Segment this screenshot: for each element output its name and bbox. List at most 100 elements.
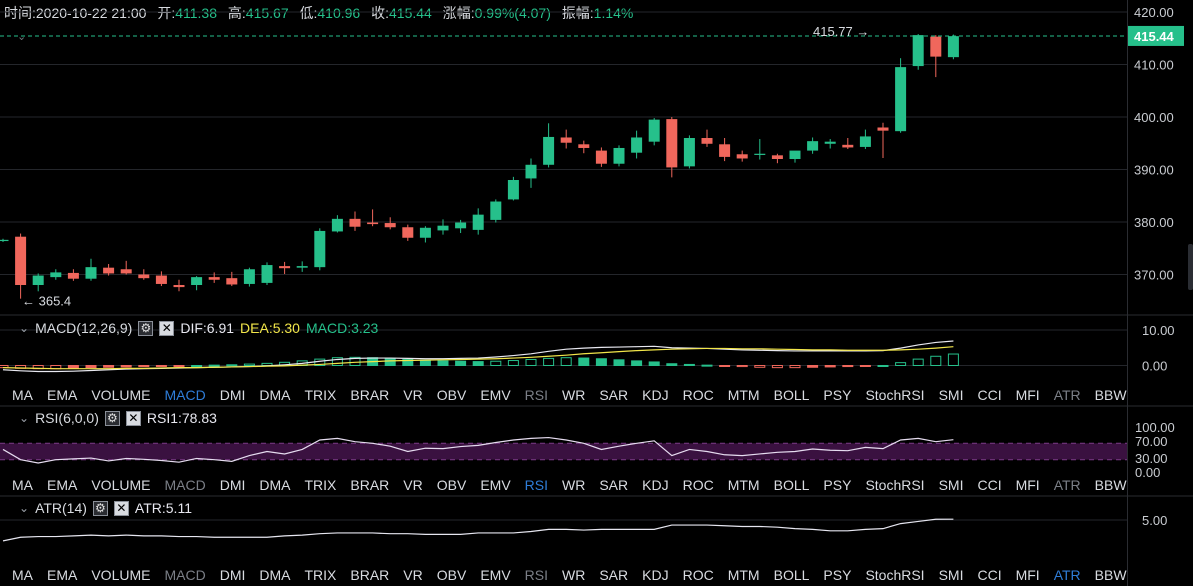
tab-stochrsi[interactable]: StochRSI — [865, 387, 925, 403]
tab-psy[interactable]: PSY — [823, 387, 852, 403]
tab-ema[interactable]: EMA — [47, 477, 78, 493]
tab-macd[interactable]: MACD — [164, 477, 206, 493]
tab-sar[interactable]: SAR — [599, 477, 629, 493]
tab-atr[interactable]: ATR — [1053, 567, 1081, 583]
tab-dmi[interactable]: DMI — [219, 387, 246, 403]
macd-settings-gear-icon[interactable]: ⚙ — [138, 320, 154, 336]
tab-bbw[interactable]: BBW — [1094, 477, 1127, 493]
tab-bbw[interactable]: BBW — [1094, 567, 1127, 583]
tab-stochrsi[interactable]: StochRSI — [865, 567, 925, 583]
tab-bbw[interactable]: BBW — [1094, 387, 1127, 403]
tab-smi[interactable]: SMI — [938, 477, 964, 493]
tab-trix[interactable]: TRIX — [304, 567, 337, 583]
tab-vr[interactable]: VR — [403, 567, 423, 583]
tab-sar[interactable]: SAR — [599, 387, 629, 403]
candle-body — [560, 137, 572, 143]
tab-dmi[interactable]: DMI — [219, 567, 246, 583]
tab-roc[interactable]: ROC — [682, 387, 714, 403]
tab-mfi[interactable]: MFI — [1015, 567, 1040, 583]
price-panel[interactable]: 415.77 → ← 365.4 ⌄ — [0, 24, 1127, 309]
tab-brar[interactable]: BRAR — [350, 477, 390, 493]
tab-cci[interactable]: CCI — [977, 387, 1002, 403]
indicator-tabs-2: MA EMA VOLUME MACD DMI DMA TRIX BRAR VR OBV EMV RSI… — [0, 474, 1127, 496]
tab-brar[interactable]: BRAR — [350, 387, 390, 403]
tab-dma[interactable]: DMA — [259, 567, 291, 583]
tab-obv[interactable]: OBV — [436, 477, 467, 493]
tab-sar[interactable]: SAR — [599, 567, 629, 583]
macd-bar — [472, 361, 484, 367]
tab-volume[interactable]: VOLUME — [91, 567, 151, 583]
tab-emv[interactable]: EMV — [480, 567, 511, 583]
tab-cci[interactable]: CCI — [977, 567, 1002, 583]
macd-bar — [754, 365, 766, 368]
tab-ma[interactable]: MA — [12, 387, 33, 403]
candle-body — [947, 36, 959, 58]
macd-close-icon[interactable]: ✕ — [159, 320, 175, 336]
tab-boll[interactable]: BOLL — [773, 387, 810, 403]
tab-ma[interactable]: MA — [12, 477, 33, 493]
tab-trix[interactable]: TRIX — [304, 387, 337, 403]
tab-atr[interactable]: ATR — [1053, 477, 1081, 493]
tab-psy[interactable]: PSY — [823, 567, 852, 583]
tab-wr[interactable]: WR — [562, 477, 586, 493]
macd-macd-value: MACD:3.23 — [305, 320, 379, 336]
tab-rsi[interactable]: RSI — [524, 477, 549, 493]
candle-body — [155, 275, 167, 284]
tab-smi[interactable]: SMI — [938, 387, 964, 403]
tab-rsi[interactable]: RSI — [524, 567, 549, 583]
tab-mtm[interactable]: MTM — [727, 567, 760, 583]
rsi-legend-chevron-icon[interactable]: ⌄ — [19, 411, 30, 425]
scroll-handle[interactable] — [1188, 244, 1193, 290]
candle-body — [243, 269, 255, 284]
tab-mfi[interactable]: MFI — [1015, 387, 1040, 403]
rsi-close-icon[interactable]: ✕ — [125, 410, 141, 426]
tab-volume[interactable]: VOLUME — [91, 477, 151, 493]
tab-mfi[interactable]: MFI — [1015, 477, 1040, 493]
tab-emv[interactable]: EMV — [480, 387, 511, 403]
tab-volume[interactable]: VOLUME — [91, 387, 151, 403]
tab-trix[interactable]: TRIX — [304, 477, 337, 493]
atr-legend-chevron-icon[interactable]: ⌄ — [19, 501, 30, 515]
atr-settings-gear-icon[interactable]: ⚙ — [92, 500, 108, 516]
tab-kdj[interactable]: KDJ — [642, 477, 669, 493]
tab-dma[interactable]: DMA — [259, 477, 291, 493]
tab-boll[interactable]: BOLL — [773, 567, 810, 583]
tab-atr[interactable]: ATR — [1053, 387, 1081, 403]
tab-obv[interactable]: OBV — [436, 387, 467, 403]
tab-smi[interactable]: SMI — [938, 567, 964, 583]
tab-stochrsi[interactable]: StochRSI — [865, 477, 925, 493]
close-value: 415.44 — [389, 5, 432, 21]
tab-dma[interactable]: DMA — [259, 387, 291, 403]
tab-kdj[interactable]: KDJ — [642, 387, 669, 403]
tab-obv[interactable]: OBV — [436, 567, 467, 583]
tab-roc[interactable]: ROC — [682, 477, 714, 493]
candle-body — [419, 227, 431, 238]
tab-wr[interactable]: WR — [562, 387, 586, 403]
tab-roc[interactable]: ROC — [682, 567, 714, 583]
tab-mtm[interactable]: MTM — [727, 387, 760, 403]
tab-ema[interactable]: EMA — [47, 567, 78, 583]
tab-brar[interactable]: BRAR — [350, 567, 390, 583]
tab-rsi[interactable]: RSI — [524, 387, 549, 403]
tab-macd[interactable]: MACD — [164, 387, 206, 403]
macd-bar — [402, 358, 414, 366]
tab-psy[interactable]: PSY — [823, 477, 852, 493]
tab-boll[interactable]: BOLL — [773, 477, 810, 493]
macd-legend-chevron-icon[interactable]: ⌄ — [19, 321, 30, 335]
tab-wr[interactable]: WR — [562, 567, 586, 583]
tab-dmi[interactable]: DMI — [219, 477, 246, 493]
candle-body — [859, 136, 871, 147]
tab-mtm[interactable]: MTM — [727, 477, 760, 493]
tab-ma[interactable]: MA — [12, 567, 33, 583]
macd-bar — [507, 360, 519, 366]
tab-vr[interactable]: VR — [403, 387, 423, 403]
rsi-settings-gear-icon[interactable]: ⚙ — [104, 410, 120, 426]
tab-cci[interactable]: CCI — [977, 477, 1002, 493]
atr-close-icon[interactable]: ✕ — [113, 500, 129, 516]
tab-kdj[interactable]: KDJ — [642, 567, 669, 583]
tab-ema[interactable]: EMA — [47, 387, 78, 403]
tab-vr[interactable]: VR — [403, 477, 423, 493]
tab-emv[interactable]: EMV — [480, 477, 511, 493]
tab-macd[interactable]: MACD — [164, 567, 206, 583]
